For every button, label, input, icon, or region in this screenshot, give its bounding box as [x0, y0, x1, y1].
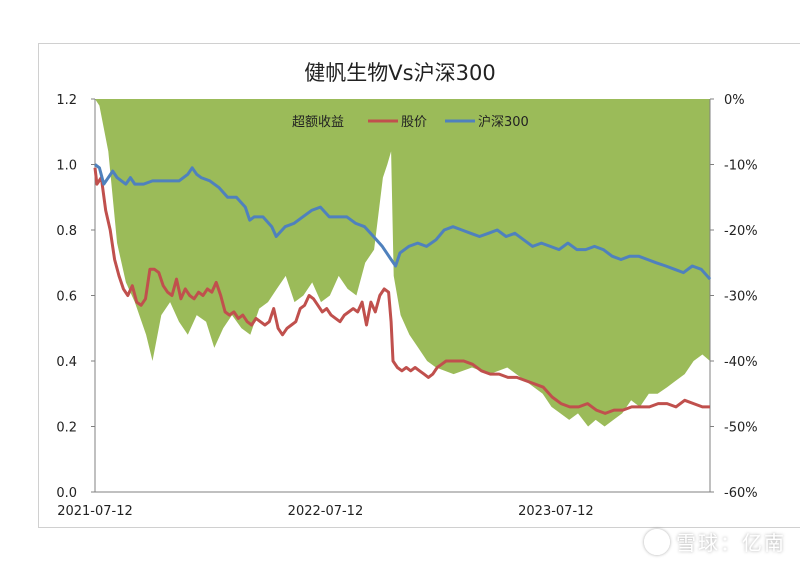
legend-label: 股价	[401, 115, 427, 130]
x-tick-label: 2023-07-12	[518, 504, 594, 519]
right-tick-label: -20%	[724, 224, 758, 239]
series-line-csi300	[94, 163, 712, 281]
x-tick-label: 2022-07-12	[288, 504, 364, 519]
legend-label: 沪深300	[478, 114, 529, 130]
right-tick-label: -60%	[724, 486, 758, 501]
watermark-logo-icon	[644, 529, 670, 555]
right-tick-label: -30%	[724, 290, 758, 305]
watermark: 雪球：亿南	[644, 527, 786, 558]
x-tick-label: 2021-07-12	[57, 504, 133, 519]
right-tick-label: -40%	[724, 355, 758, 370]
left-tick-label: 0.6	[56, 290, 77, 305]
left-tick-label: 0.8	[56, 224, 77, 239]
watermark-text: 雪球：亿南	[676, 530, 786, 555]
chart-title: 健帆生物Vs沪深300	[304, 61, 495, 85]
left-tick-label: 0.4	[56, 355, 77, 370]
left-tick-label: 1.2	[56, 93, 77, 108]
left-tick-label: 0.2	[56, 421, 77, 436]
series-line-stock-price	[93, 167, 710, 415]
left-tick-label: 1.0	[56, 159, 77, 174]
right-tick-label: -50%	[724, 421, 758, 436]
right-tick-label: 0%	[724, 93, 745, 108]
legend-label: 超额收益	[292, 115, 344, 130]
series-area-excess-return	[95, 99, 710, 427]
left-tick-label: 0.0	[56, 486, 77, 501]
right-tick-label: -10%	[724, 159, 758, 174]
